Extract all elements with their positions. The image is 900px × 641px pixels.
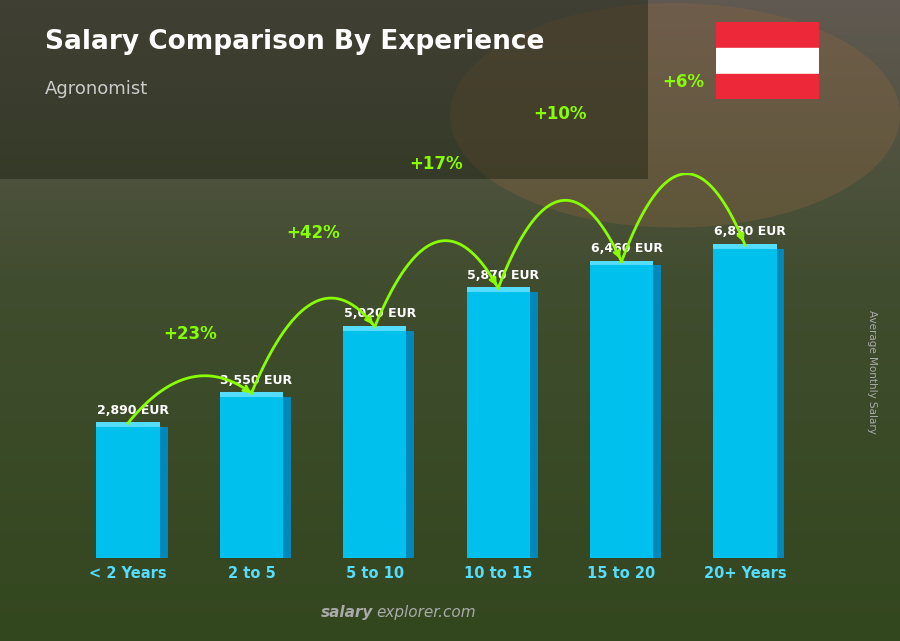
Text: 5,870 EUR: 5,870 EUR xyxy=(467,269,539,281)
Bar xyxy=(100,427,167,558)
Bar xyxy=(590,265,653,558)
Text: +23%: +23% xyxy=(163,325,217,343)
Bar xyxy=(343,326,407,331)
Bar xyxy=(466,287,530,292)
Bar xyxy=(470,292,537,558)
Text: 3,550 EUR: 3,550 EUR xyxy=(220,374,292,387)
Bar xyxy=(716,249,785,558)
Bar xyxy=(593,265,662,558)
Text: 6,830 EUR: 6,830 EUR xyxy=(714,225,786,238)
Text: +17%: +17% xyxy=(410,155,464,173)
Text: Agronomist: Agronomist xyxy=(45,80,148,98)
Bar xyxy=(220,397,283,558)
Text: +6%: +6% xyxy=(662,73,705,91)
Bar xyxy=(96,427,159,558)
Bar xyxy=(220,392,283,397)
Text: Average Monthly Salary: Average Monthly Salary xyxy=(867,310,877,434)
Text: salary: salary xyxy=(321,606,374,620)
Ellipse shape xyxy=(450,3,900,228)
Text: 5,020 EUR: 5,020 EUR xyxy=(344,307,416,320)
Bar xyxy=(223,397,291,558)
Bar xyxy=(343,331,407,558)
Text: explorer.com: explorer.com xyxy=(376,606,476,620)
Text: +10%: +10% xyxy=(533,105,587,123)
Bar xyxy=(716,48,819,74)
Bar xyxy=(716,74,819,99)
Bar xyxy=(466,292,530,558)
Text: Salary Comparison By Experience: Salary Comparison By Experience xyxy=(45,29,544,55)
Bar xyxy=(716,22,819,48)
Text: 6,460 EUR: 6,460 EUR xyxy=(590,242,662,255)
Bar xyxy=(714,244,777,249)
Bar xyxy=(96,422,159,427)
Bar xyxy=(590,261,653,265)
Bar xyxy=(346,331,414,558)
Bar xyxy=(0,0,648,179)
Bar xyxy=(714,249,777,558)
Text: +42%: +42% xyxy=(286,224,340,242)
Text: 2,890 EUR: 2,890 EUR xyxy=(97,404,169,417)
